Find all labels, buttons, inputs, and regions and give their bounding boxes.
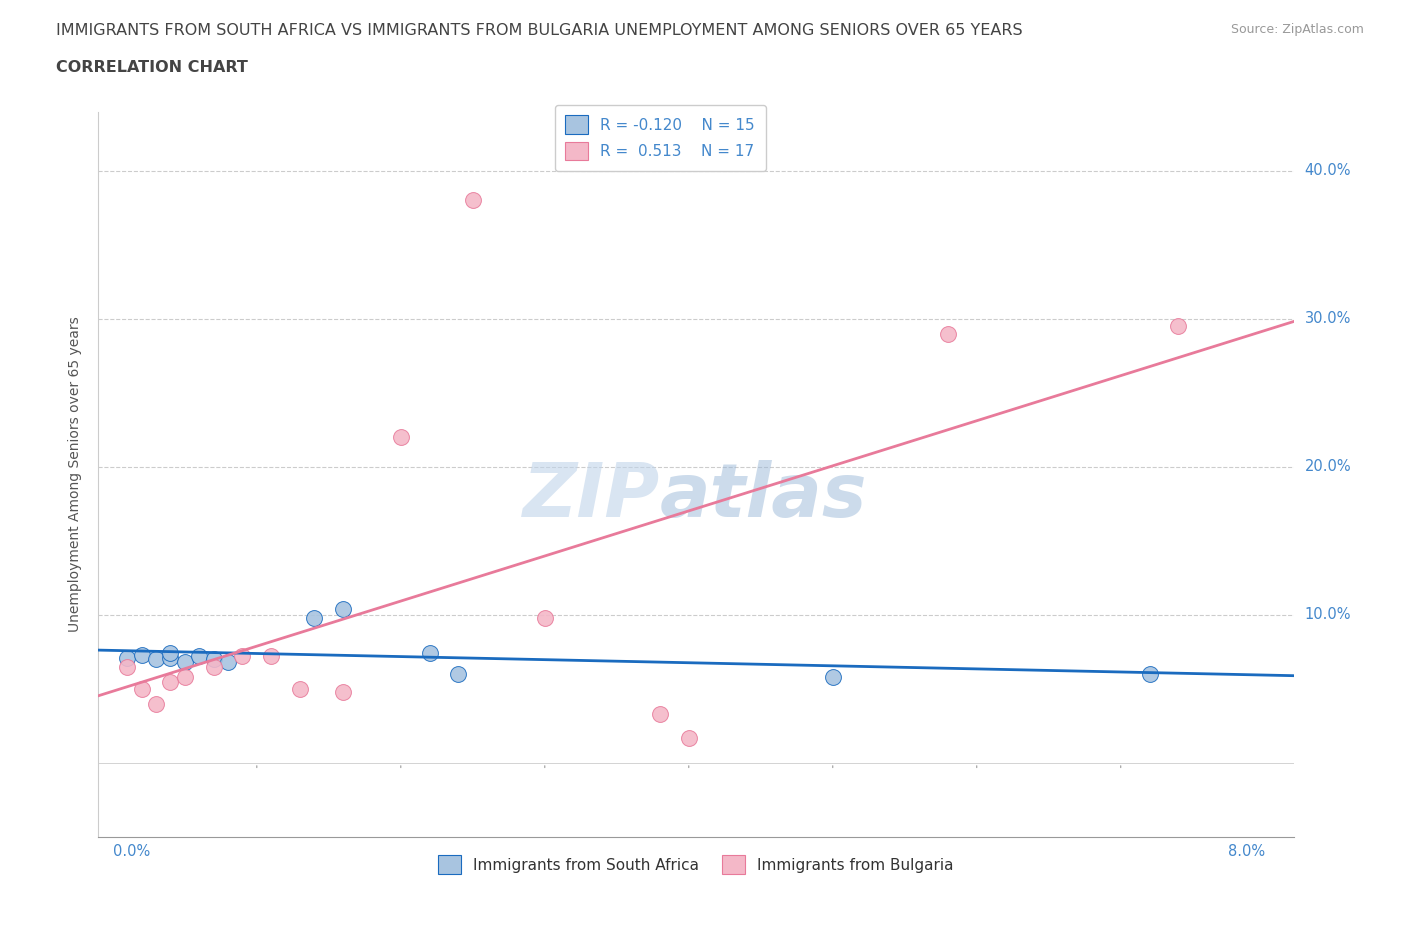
Point bbox=[447, 667, 470, 682]
Point bbox=[173, 670, 195, 684]
Point bbox=[188, 649, 211, 664]
Text: 20.0%: 20.0% bbox=[1305, 459, 1351, 474]
Point bbox=[159, 646, 181, 661]
Point bbox=[260, 649, 283, 664]
Point bbox=[159, 650, 181, 665]
Text: IMMIGRANTS FROM SOUTH AFRICA VS IMMIGRANTS FROM BULGARIA UNEMPLOYMENT AMONG SENI: IMMIGRANTS FROM SOUTH AFRICA VS IMMIGRAN… bbox=[56, 23, 1024, 38]
Y-axis label: Unemployment Among Seniors over 65 years: Unemployment Among Seniors over 65 years bbox=[69, 316, 83, 632]
Point bbox=[173, 655, 195, 670]
Legend: Immigrants from South Africa, Immigrants from Bulgaria: Immigrants from South Africa, Immigrants… bbox=[432, 849, 960, 880]
Point bbox=[533, 610, 555, 625]
Point bbox=[936, 326, 959, 341]
Point bbox=[217, 655, 239, 670]
Point bbox=[678, 730, 700, 745]
Point bbox=[159, 674, 181, 689]
Point bbox=[389, 430, 412, 445]
Point bbox=[419, 646, 441, 661]
Text: 0.0%: 0.0% bbox=[112, 844, 150, 859]
Point bbox=[461, 193, 484, 208]
Point bbox=[1167, 319, 1189, 334]
Text: 30.0%: 30.0% bbox=[1305, 312, 1351, 326]
Point bbox=[131, 682, 153, 697]
Text: atlas: atlas bbox=[661, 459, 868, 533]
Text: 40.0%: 40.0% bbox=[1305, 164, 1351, 179]
Point bbox=[304, 610, 326, 625]
Point bbox=[332, 602, 354, 617]
Point bbox=[131, 647, 153, 662]
Point bbox=[1139, 667, 1161, 682]
Point bbox=[202, 652, 225, 667]
Point bbox=[332, 684, 354, 699]
Text: Source: ZipAtlas.com: Source: ZipAtlas.com bbox=[1230, 23, 1364, 36]
Point bbox=[115, 659, 138, 674]
Point bbox=[288, 682, 311, 697]
Text: 8.0%: 8.0% bbox=[1227, 844, 1265, 859]
Text: ZIP: ZIP bbox=[523, 459, 661, 533]
Text: CORRELATION CHART: CORRELATION CHART bbox=[56, 60, 247, 75]
Point bbox=[115, 650, 138, 665]
Point bbox=[821, 670, 844, 684]
Point bbox=[145, 652, 167, 667]
Point bbox=[231, 649, 253, 664]
Text: 10.0%: 10.0% bbox=[1305, 607, 1351, 622]
Point bbox=[145, 697, 167, 711]
Point bbox=[648, 707, 671, 722]
Point bbox=[202, 659, 225, 674]
